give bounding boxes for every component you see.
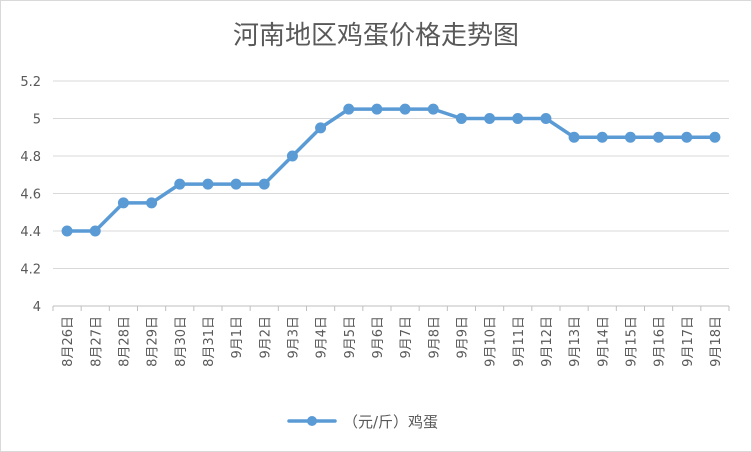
x-tick-label: 9月12日 xyxy=(540,316,555,367)
x-tick-label: 8月28日 xyxy=(117,316,132,367)
data-point xyxy=(174,178,186,190)
x-tick-label: 9月15日 xyxy=(624,316,639,367)
x-tick-label: 8月27日 xyxy=(89,316,104,367)
data-point xyxy=(146,197,158,209)
x-tick-label: 9月8日 xyxy=(427,316,442,359)
x-tick-label: 8月29日 xyxy=(146,316,161,367)
x-tick-label: 9月1日 xyxy=(230,316,245,359)
x-tick-label: 9月16日 xyxy=(653,316,668,367)
data-point xyxy=(512,113,524,124)
x-tick-label: 9月14日 xyxy=(596,316,611,367)
data-point xyxy=(315,122,327,134)
data-point xyxy=(596,131,608,143)
x-tick-label: 8月30日 xyxy=(174,316,189,367)
data-point xyxy=(427,103,439,115)
data-point xyxy=(709,131,721,143)
series-line xyxy=(65,107,717,233)
x-tick-label: 9月5日 xyxy=(343,316,358,359)
y-tick-label: 4.8 xyxy=(20,150,41,165)
x-tick-label: 9月13日 xyxy=(568,316,583,367)
data-point xyxy=(653,131,665,143)
gridlines xyxy=(53,80,729,307)
legend: （元/斤）鸡蛋 xyxy=(287,413,438,431)
data-point xyxy=(117,197,129,209)
x-tick-label: 9月3日 xyxy=(286,316,301,359)
chart-title: 河南地区鸡蛋价格走势图 xyxy=(233,21,519,51)
y-tick-label: 5 xyxy=(33,113,41,128)
data-point xyxy=(455,113,467,124)
data-point xyxy=(568,131,580,143)
y-tick-label: 4.6 xyxy=(20,188,41,203)
y-tick-label: 5.2 xyxy=(20,75,41,90)
legend-label: （元/斤）鸡蛋 xyxy=(343,413,438,431)
x-tick-label: 9月10日 xyxy=(484,316,499,367)
x-tick-label: 9月11日 xyxy=(512,316,527,367)
y-axis-labels: 4 4.2 4.4 4.6 4.8 5 5.2 xyxy=(20,75,41,315)
x-tick-label: 9月4日 xyxy=(315,316,330,359)
y-tick-label: 4.2 xyxy=(20,263,41,278)
x-tick-label: 9月17日 xyxy=(681,316,696,367)
y-tick-label: 4 xyxy=(33,300,41,315)
x-tick-label: 9月18日 xyxy=(709,316,724,367)
data-point xyxy=(484,113,496,124)
data-point xyxy=(202,178,214,190)
data-point xyxy=(624,131,636,143)
x-tick-label: 9月9日 xyxy=(455,316,470,359)
data-point xyxy=(89,225,101,237)
series-group xyxy=(61,103,721,237)
data-point xyxy=(399,103,411,115)
data-point xyxy=(371,103,383,115)
data-point xyxy=(230,178,242,190)
data-point xyxy=(286,150,298,162)
x-tick-label: 9月6日 xyxy=(371,316,386,359)
data-point xyxy=(61,225,73,237)
x-axis: 8月26日 8月27日 8月28日 8月29日 8月30日 8月31日 9月1日 9月2日 9月… xyxy=(52,306,730,367)
x-tick-label: 9月2日 xyxy=(258,316,273,359)
x-tick-label: 9月7日 xyxy=(399,316,414,359)
y-tick-label: 4.4 xyxy=(20,225,41,240)
data-point xyxy=(681,131,693,143)
data-point xyxy=(343,103,355,115)
x-tick-label: 8月31日 xyxy=(202,316,217,367)
data-point xyxy=(258,178,270,190)
legend-marker xyxy=(307,416,317,426)
data-point xyxy=(540,113,552,124)
x-tick-label: 8月26日 xyxy=(61,316,76,367)
